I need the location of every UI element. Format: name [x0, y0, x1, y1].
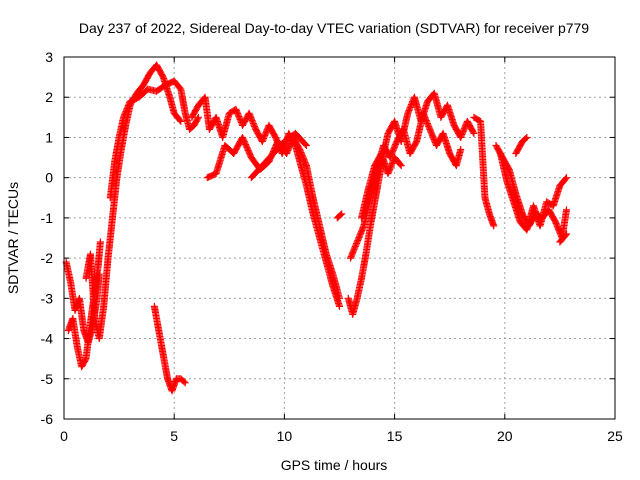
data-point	[359, 223, 367, 231]
y-tick-label: -3	[41, 290, 54, 306]
data-point	[194, 113, 202, 121]
x-tick-labels: 0 5 10 15 20 25	[60, 428, 623, 444]
x-tick-label: 20	[497, 428, 513, 444]
data-point	[180, 378, 188, 386]
data-point	[194, 115, 202, 123]
data-point	[470, 129, 478, 137]
data-point	[96, 238, 104, 246]
y-tick-label: 3	[45, 49, 53, 65]
y-tick-label: 2	[45, 89, 53, 105]
data-point	[522, 134, 530, 142]
data-point	[457, 146, 465, 154]
data-point	[563, 174, 571, 182]
y-tick-label: -1	[41, 210, 54, 226]
x-tick-label: 25	[607, 428, 623, 444]
data-point	[301, 140, 309, 148]
data-point	[336, 302, 343, 310]
plot-frame	[63, 56, 616, 420]
data-point	[523, 133, 531, 141]
y-tick-label: 0	[45, 170, 53, 186]
y-tick-label: 1	[45, 129, 53, 145]
y-tick-label: -2	[41, 250, 54, 266]
x-axis-label: GPS time / hours	[281, 457, 388, 473]
data-point	[490, 222, 498, 230]
y-axis-label: SDTVAR / TECUs	[5, 182, 21, 294]
data-point	[302, 141, 310, 149]
data-point	[336, 294, 343, 302]
data-point	[177, 117, 185, 125]
y-tick-label: -4	[41, 331, 54, 347]
data-point	[337, 211, 345, 219]
y-tick-label: -5	[41, 371, 54, 387]
data-point	[176, 116, 184, 124]
data-point	[562, 175, 570, 183]
chart-title: Day 237 of 2022, Sidereal Day-to-day VTE…	[79, 20, 589, 36]
data-point	[563, 230, 571, 238]
data-point	[396, 160, 404, 168]
data-point	[397, 162, 405, 170]
data-point	[181, 379, 189, 387]
gridlines	[64, 57, 615, 419]
data-points	[62, 61, 571, 395]
data-point	[338, 210, 346, 218]
data-point	[302, 160, 310, 168]
y-tick-label: -6	[41, 411, 54, 427]
x-tick-label: 0	[60, 428, 68, 444]
data-point	[563, 206, 571, 214]
data-point	[469, 128, 477, 136]
y-tick-labels: -6 -5 -4 -3 -2 -1 0 1 2 3	[41, 49, 54, 427]
x-tick-label: 10	[277, 428, 293, 444]
axis-ticks	[63, 56, 616, 420]
x-tick-label: 15	[387, 428, 403, 444]
x-tick-label: 5	[170, 428, 178, 444]
data-point	[562, 231, 570, 239]
